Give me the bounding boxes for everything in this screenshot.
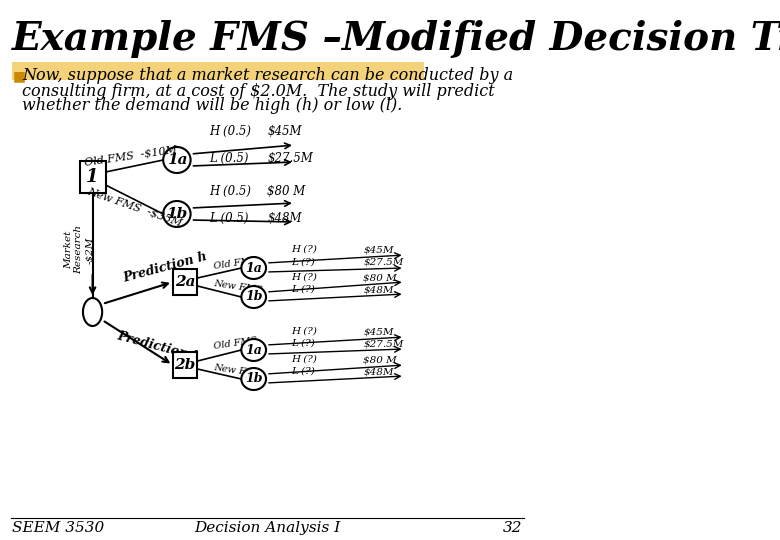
Text: whether the demand will be high (h) or low (l).: whether the demand will be high (h) or l… bbox=[22, 98, 402, 114]
Text: L (?): L (?) bbox=[292, 258, 315, 267]
Text: H (?): H (?) bbox=[292, 245, 317, 254]
Ellipse shape bbox=[241, 368, 266, 390]
Text: SEEM 3530: SEEM 3530 bbox=[12, 521, 105, 535]
Text: L (?): L (?) bbox=[292, 339, 315, 348]
Text: H (?): H (?) bbox=[292, 273, 317, 282]
Text: Example FMS –Modified Decision Tree: Example FMS –Modified Decision Tree bbox=[12, 20, 780, 58]
Circle shape bbox=[83, 298, 102, 326]
FancyBboxPatch shape bbox=[173, 269, 197, 295]
FancyBboxPatch shape bbox=[173, 352, 197, 378]
Ellipse shape bbox=[163, 201, 190, 227]
Ellipse shape bbox=[241, 286, 266, 308]
Text: $48M: $48M bbox=[268, 212, 302, 225]
Text: Decision Analysis I: Decision Analysis I bbox=[194, 521, 341, 535]
Text: 32: 32 bbox=[503, 521, 523, 535]
Text: $45M: $45M bbox=[268, 125, 302, 138]
Text: 1a: 1a bbox=[167, 153, 187, 167]
Text: H (0.5): H (0.5) bbox=[209, 125, 251, 138]
Text: 1a: 1a bbox=[245, 261, 262, 274]
Text: $27.5M: $27.5M bbox=[363, 258, 404, 267]
Text: 1b: 1b bbox=[245, 291, 262, 303]
Text: $27.5M: $27.5M bbox=[268, 152, 313, 165]
Text: New FMS  -$35M: New FMS -$35M bbox=[86, 186, 183, 228]
Text: Now, suppose that a market research can be conducted by a: Now, suppose that a market research can … bbox=[22, 68, 513, 84]
Text: L (0.5): L (0.5) bbox=[209, 152, 249, 165]
Text: H (?): H (?) bbox=[292, 327, 317, 336]
Text: consulting firm, at a cost of $2.0M.  The study will predict: consulting firm, at a cost of $2.0M. The… bbox=[22, 83, 495, 99]
Text: New FMS: New FMS bbox=[212, 363, 262, 379]
Text: Prediction h: Prediction h bbox=[122, 250, 209, 285]
Text: $80 M: $80 M bbox=[363, 273, 397, 282]
Text: New FMS: New FMS bbox=[212, 279, 262, 295]
Text: $80 M: $80 M bbox=[268, 185, 306, 198]
Text: Old FMS: Old FMS bbox=[212, 336, 257, 351]
Text: Market
Research
-$2M: Market Research -$2M bbox=[64, 226, 94, 274]
Text: L (0.5): L (0.5) bbox=[209, 212, 249, 225]
Text: Old FMS  -$10M: Old FMS -$10M bbox=[83, 145, 177, 167]
Text: Prediction l: Prediction l bbox=[115, 329, 198, 363]
Text: H (0.5): H (0.5) bbox=[209, 185, 251, 198]
Ellipse shape bbox=[241, 257, 266, 279]
Text: $48M: $48M bbox=[363, 285, 394, 294]
FancyBboxPatch shape bbox=[12, 62, 424, 80]
Text: 2a: 2a bbox=[175, 275, 195, 289]
Text: $45M: $45M bbox=[363, 245, 394, 254]
Text: 1b: 1b bbox=[166, 207, 187, 221]
Text: L (?): L (?) bbox=[292, 367, 315, 376]
Text: 1b: 1b bbox=[245, 373, 262, 386]
Text: $27.5M: $27.5M bbox=[363, 339, 404, 348]
Text: L (?): L (?) bbox=[292, 285, 315, 294]
Text: $48M: $48M bbox=[363, 367, 394, 376]
Text: $45M: $45M bbox=[363, 327, 394, 336]
Ellipse shape bbox=[241, 339, 266, 361]
Ellipse shape bbox=[163, 147, 190, 173]
Text: 1a: 1a bbox=[245, 343, 262, 356]
Text: Old FMS: Old FMS bbox=[212, 256, 257, 271]
Text: 1: 1 bbox=[87, 168, 99, 186]
Text: $80 M: $80 M bbox=[363, 355, 397, 364]
FancyBboxPatch shape bbox=[80, 161, 105, 193]
Text: H (?): H (?) bbox=[292, 355, 317, 364]
Text: 2b: 2b bbox=[175, 358, 196, 372]
Text: ■: ■ bbox=[12, 69, 26, 83]
